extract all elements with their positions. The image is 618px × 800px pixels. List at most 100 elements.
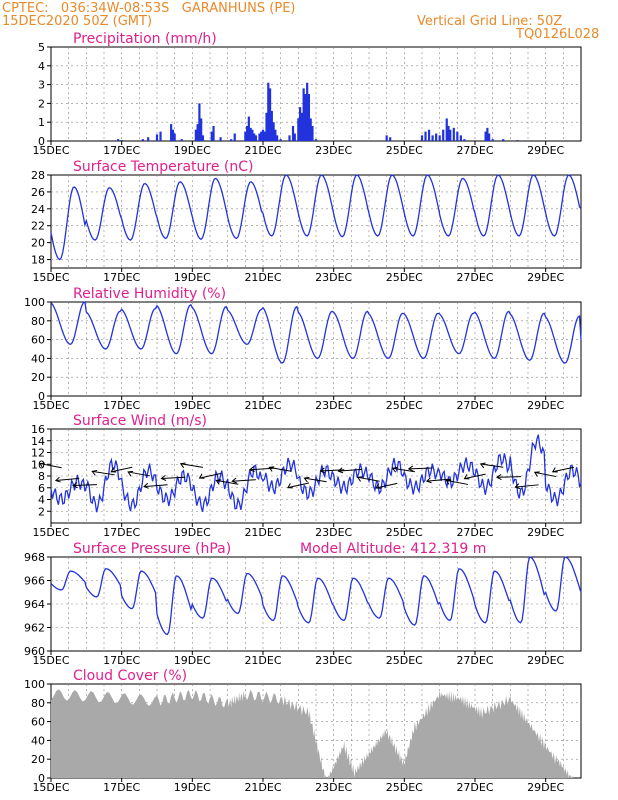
precip-bar bbox=[306, 82, 309, 141]
x-tick-label: 15DEC bbox=[32, 526, 69, 539]
x-tick-label: 25DEC bbox=[386, 654, 423, 667]
x-tick-label: 17DEC bbox=[103, 399, 140, 412]
wind-arrow bbox=[480, 463, 504, 468]
x-tick-label: 23DEC bbox=[315, 271, 352, 284]
y-tick-label: 8 bbox=[38, 470, 45, 483]
wind-arrow-head bbox=[496, 474, 502, 481]
x-tick-label: 29DEC bbox=[527, 399, 564, 412]
y-tick-label: 4 bbox=[38, 494, 45, 507]
wind-arrow-head bbox=[319, 467, 326, 474]
x-tick-label: 29DEC bbox=[527, 654, 564, 667]
precip-bar bbox=[261, 129, 265, 141]
y-tick-label: 5 bbox=[38, 41, 45, 54]
wind-arrow bbox=[111, 466, 133, 473]
precip-bar bbox=[484, 131, 487, 141]
y-tick-label: 60 bbox=[31, 334, 45, 347]
y-tick-label: 14 bbox=[31, 435, 45, 448]
precip-bar bbox=[389, 137, 392, 141]
wind-arrow bbox=[408, 467, 433, 470]
wind-arrow-head bbox=[463, 474, 470, 480]
precip-bar bbox=[260, 131, 263, 141]
x-tick-label: 27DEC bbox=[456, 144, 493, 157]
panel-title: Precipitation (mm/h) bbox=[73, 31, 217, 47]
x-tick-label: 27DEC bbox=[456, 271, 493, 284]
precip-bar bbox=[502, 139, 505, 141]
precip-bar bbox=[431, 135, 434, 141]
x-tick-label: 29DEC bbox=[527, 781, 564, 794]
precip-bar bbox=[300, 112, 303, 141]
y-tick-label: 16 bbox=[31, 423, 45, 436]
y-tick-label: 966 bbox=[24, 575, 45, 588]
wind-arrow-head bbox=[39, 462, 45, 469]
x-tick-label: 15DEC bbox=[32, 271, 69, 284]
x-tick-label: 25DEC bbox=[386, 271, 423, 284]
wind-arrow-head bbox=[179, 462, 186, 469]
y-tick-label: 12 bbox=[31, 447, 45, 460]
precip-bar bbox=[424, 131, 427, 141]
precip-bar bbox=[249, 127, 252, 141]
precip-bar bbox=[265, 112, 268, 141]
precip-bar bbox=[233, 133, 236, 141]
panel-title: Surface Pressure (hPa) bbox=[73, 541, 231, 557]
precip-bar bbox=[456, 131, 459, 141]
precip-bar bbox=[173, 133, 176, 141]
y-tick-label: 100 bbox=[24, 296, 45, 309]
precip-bar bbox=[270, 110, 273, 141]
precip-bar bbox=[198, 103, 201, 141]
wind-arrow bbox=[287, 482, 310, 489]
x-tick-label: 17DEC bbox=[103, 781, 140, 794]
precip-bar bbox=[309, 118, 312, 141]
wind-arrow bbox=[446, 479, 469, 485]
precip-bar bbox=[438, 135, 441, 141]
precip-bar bbox=[276, 135, 279, 141]
precip-bar bbox=[147, 137, 150, 141]
y-tick-label: 0 bbox=[38, 135, 45, 148]
y-tick-label: 960 bbox=[24, 645, 45, 658]
precip-bar bbox=[194, 129, 197, 141]
y-tick-label: 40 bbox=[31, 734, 45, 747]
header-line2: 15DEC2020 50Z (GMT) bbox=[2, 14, 153, 29]
x-tick-label: 27DEC bbox=[456, 654, 493, 667]
wind-arrow bbox=[376, 482, 398, 489]
wind-arrow bbox=[128, 471, 151, 477]
panel-title: Surface Temperature (nC) bbox=[73, 159, 254, 175]
wind-arrow-head bbox=[551, 467, 558, 473]
wind-arrow-head bbox=[356, 476, 363, 482]
wind-arrow bbox=[269, 466, 292, 472]
precip-bar bbox=[120, 140, 123, 141]
x-tick-label: 19DEC bbox=[174, 526, 211, 539]
wind-arrow-head bbox=[337, 467, 344, 474]
precip-bar bbox=[385, 135, 388, 141]
x-tick-label: 19DEC bbox=[174, 271, 211, 284]
precip-bar bbox=[244, 131, 247, 141]
x-tick-label: 29DEC bbox=[527, 271, 564, 284]
y-tick-label: 26 bbox=[31, 186, 45, 199]
x-tick-label: 21DEC bbox=[244, 399, 281, 412]
wind-arrow-head bbox=[143, 482, 149, 489]
wind-arrow-head bbox=[375, 483, 382, 489]
wind-arrow-head bbox=[479, 462, 486, 469]
x-tick-label: 27DEC bbox=[456, 399, 493, 412]
precip-bar bbox=[155, 134, 159, 141]
panel-title: Relative Humidity (%) bbox=[73, 286, 226, 302]
y-tick-label: 100 bbox=[24, 678, 45, 691]
x-tick-label: 15DEC bbox=[32, 781, 69, 794]
x-tick-label: 21DEC bbox=[244, 271, 281, 284]
y-tick-label: 80 bbox=[31, 697, 45, 710]
wind-arrow bbox=[216, 479, 239, 485]
precip-bar bbox=[516, 140, 519, 141]
precip-bar bbox=[268, 88, 272, 141]
wind-arrow bbox=[73, 484, 97, 486]
precip-bar bbox=[445, 118, 448, 141]
wind-arrow-head bbox=[215, 479, 222, 485]
precip-bar bbox=[427, 129, 431, 141]
precip-bar bbox=[141, 139, 144, 141]
wind-arrow bbox=[180, 463, 204, 468]
series-line bbox=[50, 174, 582, 261]
y-tick-label: 2 bbox=[38, 505, 45, 518]
y-tick-label: 0 bbox=[38, 772, 45, 785]
header-code: TQ0126L028 bbox=[516, 27, 600, 42]
x-tick-label: 29DEC bbox=[527, 144, 564, 157]
precip-bar bbox=[314, 139, 318, 141]
y-tick-label: 28 bbox=[31, 169, 45, 182]
